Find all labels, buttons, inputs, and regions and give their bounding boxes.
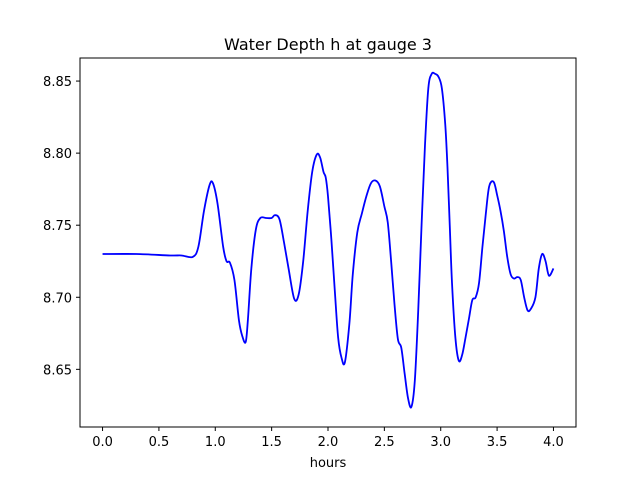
y-tick-label: 8.85 [43, 75, 72, 90]
series-line [102, 71, 555, 409]
x-tick-label: 3.5 [487, 435, 508, 450]
plot-frame [79, 57, 577, 428]
x-tick-label: 2.0 [318, 435, 339, 450]
x-tick-label: 0.0 [92, 435, 113, 450]
x-tick-label: 3.0 [430, 435, 451, 450]
axis-ticks: 0.0 0.5 1.0 1.5 2.0 2.5 3.0 3.5 4.0 8.65 8.70 8.75 8… [43, 75, 564, 450]
series-layer [102, 71, 555, 409]
x-tick-label: 1.0 [205, 435, 226, 450]
y-tick-label: 8.65 [43, 363, 72, 378]
x-tick-label: 0.5 [149, 435, 170, 450]
x-tick-label: 2.5 [374, 435, 395, 450]
y-tick-label: 8.70 [43, 291, 72, 306]
y-tick-label: 8.80 [43, 147, 72, 162]
x-tick-label: 4.0 [543, 435, 564, 450]
chart-title: Water Depth h at gauge 3 [224, 35, 432, 54]
x-tick-label: 1.5 [261, 435, 282, 450]
x-axis-label: hours [310, 456, 347, 471]
y-tick-label: 8.75 [43, 219, 72, 234]
